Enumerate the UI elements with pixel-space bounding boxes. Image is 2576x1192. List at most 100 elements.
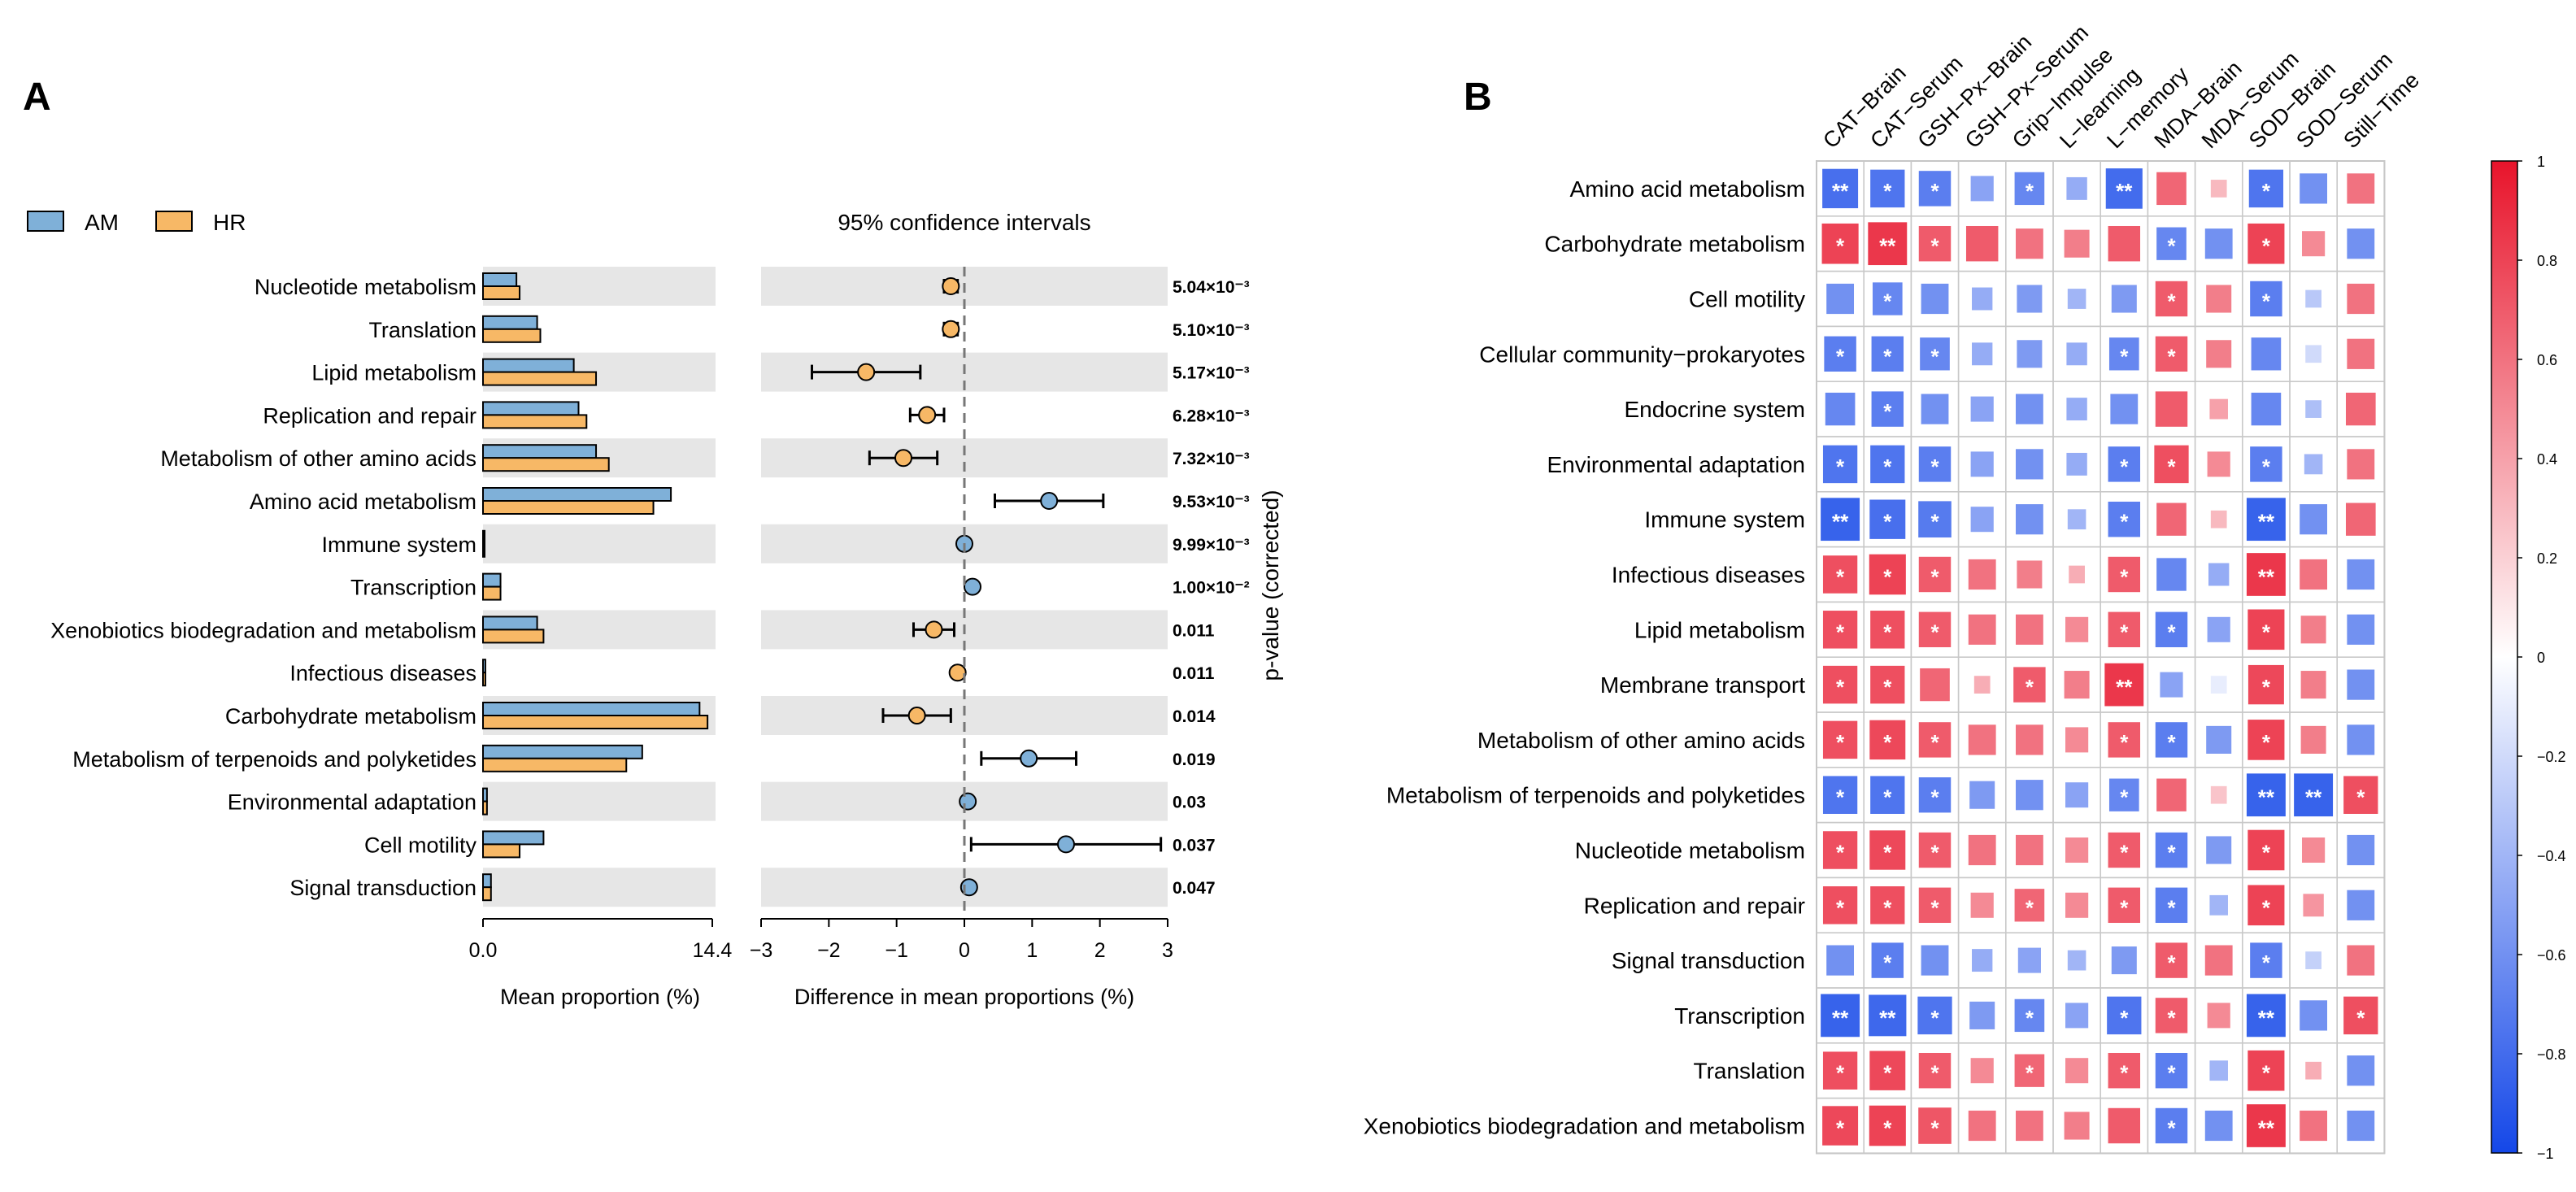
- heatmap-cell-carbohydrate-metabolism-l-learning: [2064, 229, 2090, 258]
- heatmap-cell-cell-motility-gsh-px-brain: [1921, 283, 1949, 315]
- heatmap-cell-membrane-transport-cat-brain: [1822, 665, 1858, 704]
- heatmap-cell-lipid-metabolism-l-learning: [2065, 616, 2089, 642]
- significance-mark: *: [2120, 895, 2129, 920]
- heatmap-cell-carbohydrate-metabolism-cat-brain: [1821, 223, 1859, 264]
- panel-a-rows: Nucleotide metabolism 5.04×10⁻³ Translatio…: [50, 267, 1250, 907]
- diff-x-tick-label: −1: [885, 939, 908, 962]
- significance-mark: **: [2258, 1006, 2275, 1030]
- heatmap-cell-immune-system-still-time: [2345, 502, 2376, 536]
- significance-mark: *: [1836, 1061, 1845, 1085]
- significance-mark: *: [1836, 841, 1845, 865]
- heatmap-cell-translation-grip-impulse: [2014, 1054, 2045, 1087]
- heatmap-cell-signal-transduction-sod-serum: [2305, 951, 2321, 969]
- legend-label-am: AM: [85, 210, 119, 235]
- significance-mark: *: [2120, 841, 2129, 865]
- heatmap-cell-signal-transduction-cat-brain: [1826, 945, 1855, 976]
- heatmap-cell-replication-and-repair-cat-brain: [1822, 886, 1858, 924]
- heatmap-cell-transcription-cat-serum: [1869, 994, 1907, 1037]
- significance-mark: *: [2167, 1006, 2176, 1030]
- category-label: Signal transduction: [289, 876, 476, 900]
- colorbar-tick-label: 0.2: [2537, 550, 2557, 567]
- heatmap-cell-replication-and-repair-sod-serum: [2303, 894, 2324, 917]
- significance-mark: *: [2262, 675, 2271, 699]
- significance-mark: *: [1883, 1116, 1892, 1141]
- heatmap-cell-cellular-community-prokaryotes-l-learning: [2066, 342, 2087, 366]
- heatmap-cell-metabolism-of-terpenoids-and-polyketides-sod-brain: [2246, 773, 2286, 817]
- bar-am-transcription: [482, 572, 502, 588]
- significance-mark: *: [1883, 399, 1892, 424]
- heatmap-cell-nucleotide-metabolism-gsh-px-serum: [1968, 834, 1996, 866]
- bar-am-immune-system: [482, 529, 485, 545]
- significance-mark: **: [1832, 179, 1849, 203]
- colorbar-tick-label: −0.2: [2537, 749, 2566, 765]
- heatmap: CAT−BrainCAT−SerumGSH−Px−BrainGSH−Px−Ser…: [1364, 20, 2424, 1155]
- significance-mark: *: [2262, 1061, 2271, 1085]
- heatmap-cell-immune-system-mda-brain: [2156, 502, 2187, 536]
- bar-hr-xenobiotics-biodegradation-and-metabolism: [482, 629, 545, 644]
- row-label: Translation: [1694, 1059, 1805, 1084]
- heatmap-cell-translation-cat-serum: [1869, 1051, 1906, 1090]
- heatmap-cell-metabolism-of-terpenoids-and-polyketides-l-memory: [2108, 778, 2139, 811]
- heatmap-cell-cellular-community-prokaryotes-sod-brain: [2251, 337, 2282, 371]
- heatmap-cell-lipid-metabolism-still-time: [2347, 614, 2375, 645]
- heatmap-cell-metabolism-of-terpenoids-and-polyketides-sod-serum: [2294, 773, 2334, 817]
- heatmap-cell-xenobiotics-biodegradation-and-metabolism-sod-serum: [2300, 1110, 2328, 1142]
- diff-x-tick-label: −2: [817, 939, 841, 962]
- ci-point-metabolism-of-other-amino-acids: [894, 449, 912, 468]
- heatmap-cell-translation-sod-brain: [2247, 1050, 2285, 1091]
- heatmap-cell-membrane-transport-gsh-px-serum: [1973, 676, 1991, 694]
- significance-mark: *: [1836, 1116, 1845, 1141]
- significance-mark: *: [2167, 234, 2176, 259]
- significance-mark: *: [2167, 841, 2176, 865]
- bar-am-cell-motility: [482, 830, 545, 846]
- row-label: Immune system: [1644, 507, 1805, 533]
- p-value: 0.03: [1173, 794, 1206, 812]
- p-value: 0.047: [1173, 879, 1216, 898]
- significance-mark: *: [2262, 730, 2271, 755]
- significance-mark: *: [1883, 841, 1892, 865]
- heatmap-cell-translation-gsh-px-serum: [1970, 1058, 1994, 1084]
- heatmap-cell-membrane-transport-l-memory: [2104, 663, 2144, 707]
- heatmap-cell-cellular-community-prokaryotes-mda-serum: [2206, 340, 2232, 368]
- heatmap-cell-metabolism-of-terpenoids-and-polyketides-cat-serum: [1870, 776, 1905, 814]
- colorbar-tick-label: 0: [2537, 650, 2545, 666]
- bar-hr-lipid-metabolism: [482, 371, 598, 386]
- heatmap-cell-metabolism-of-other-amino-acids-sod-serum: [2300, 725, 2326, 754]
- heatmap-cell-environmental-adaptation-grip-impulse: [2015, 449, 2043, 480]
- significance-mark: *: [1930, 785, 1939, 810]
- heatmap-cell-environmental-adaptation-mda-brain: [2154, 445, 2189, 484]
- heatmap-cell-replication-and-repair-mda-brain: [2155, 887, 2188, 924]
- p-value: 5.04×10⁻³: [1173, 278, 1250, 297]
- significance-mark: *: [1836, 455, 1845, 479]
- diff-x-tick-label: 0: [959, 939, 970, 962]
- ci-point-carbohydrate-metabolism: [907, 707, 926, 724]
- significance-mark: *: [1930, 1061, 1939, 1085]
- row-label: Metabolism of terpenoids and polyketides: [1386, 783, 1805, 808]
- legend-swatch-hr: [155, 211, 193, 232]
- legend: AM HR: [27, 210, 246, 235]
- significance-mark: *: [2026, 895, 2034, 920]
- heatmap-cell-nucleotide-metabolism-sod-brain: [2247, 829, 2285, 871]
- heatmap-cell-membrane-transport-l-learning: [2064, 671, 2090, 699]
- heatmap-cell-metabolism-of-terpenoids-and-polyketides-still-time: [2343, 776, 2378, 814]
- significance-mark: *: [1883, 785, 1892, 810]
- category-label: Cell motility: [364, 833, 477, 857]
- legend-swatch-am: [27, 211, 64, 232]
- heatmap-cell-replication-and-repair-grip-impulse: [2014, 889, 2045, 922]
- bar-xlabel: Mean proportion (%): [500, 985, 700, 1009]
- colorbar-tick-label: 0.6: [2537, 352, 2557, 368]
- heatmap-cell-metabolism-of-other-amino-acids-still-time: [2347, 724, 2375, 755]
- row-band-bar-environmental-adaptation: [483, 781, 716, 821]
- heatmap-cell-nucleotide-metabolism-cat-serum: [1869, 830, 1906, 870]
- heatmap-cell-xenobiotics-biodegradation-and-metabolism-mda-brain: [2155, 1107, 2188, 1144]
- heatmap-cell-infectious-diseases-sod-brain: [2246, 553, 2286, 596]
- heatmap-cell-transcription-sod-serum: [2300, 1000, 2328, 1031]
- heatmap-cell-transcription-gsh-px-serum: [1969, 1001, 1995, 1029]
- heatmap-cell-cell-motility-cat-serum: [1872, 282, 1903, 315]
- significance-mark: *: [2167, 1116, 2176, 1141]
- heatmap-cell-xenobiotics-biodegradation-and-metabolism-l-learning: [2064, 1112, 2090, 1140]
- diff-xlabel: Difference in mean proportions (%): [794, 985, 1134, 1009]
- row-label: Nucleotide metabolism: [1575, 838, 1805, 864]
- heatmap-cell-metabolism-of-other-amino-acids-mda-brain: [2155, 722, 2188, 758]
- heatmap-cell-signal-transduction-gsh-px-brain: [1921, 945, 1949, 976]
